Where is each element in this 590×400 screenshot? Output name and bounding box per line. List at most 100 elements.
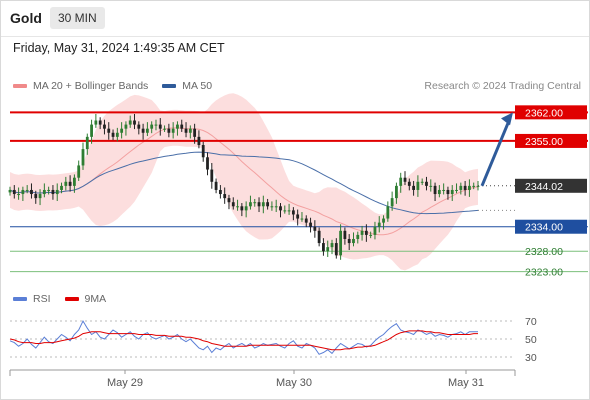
candle-body [287,210,291,212]
candle-body [291,210,295,215]
candle-body [90,124,93,137]
candle-body [120,128,124,133]
ma20-legend-label: MA 20 + Bollinger Bands [33,80,149,92]
candle-body [283,210,287,212]
candle-body [437,189,441,195]
rsi-tick-label: 30 [525,352,537,364]
candle-body [206,157,209,170]
candle-body [322,243,325,252]
candle-body [218,189,222,195]
candle-body [188,128,192,133]
candle-body [266,202,270,207]
rsi-legend: RSI 9MA [13,293,120,305]
rsi-legend-swatch [13,297,27,301]
candle-body [377,222,381,227]
candle-body [395,185,398,199]
candle-body [446,189,450,195]
candle-body [249,202,252,207]
candle-body [476,185,480,187]
candle-body [34,194,38,199]
candle-body [300,218,304,220]
candle-body [231,202,235,207]
level-price-label: 2355.00 [525,136,563,148]
candle-body [167,128,171,133]
candle-body [201,145,205,158]
candle-body [279,206,282,211]
candle-body [21,189,25,195]
candle-body [163,128,166,130]
level-label-bg [515,133,587,148]
candle-body [115,132,119,137]
level-label-bg [515,219,587,234]
candle-body [309,222,312,227]
candle-body [176,124,179,129]
candle-body [214,181,218,190]
candle-body [150,124,154,129]
candle-body [334,243,338,256]
candle-body [236,206,239,208]
candle-body [463,185,467,190]
candle-body [360,230,364,235]
candle-body [416,181,420,190]
candle-body [25,189,29,191]
candle-body [77,165,81,178]
candle-body [425,181,428,186]
candle-body [347,238,351,244]
candle-body [317,230,321,244]
ma50-legend-swatch [162,84,177,88]
candle-body [356,234,360,239]
candle-body [352,238,355,244]
rsi-tick-label: 50 [525,334,537,346]
candle-body [442,189,446,191]
ma9-legend-swatch [64,297,79,301]
candle-body [94,120,98,125]
ma20-legend-swatch [13,84,27,88]
level-price-label: 2362.00 [525,107,563,119]
credit-label: Research © 2024 Trading Central [424,80,581,92]
candle-body [433,185,437,195]
level-price-label: 2323.00 [525,267,563,279]
bollinger-band [10,93,478,271]
candle-body [343,230,347,239]
candle-body [373,226,377,235]
rsi-tick-label: 70 [525,316,537,328]
candle-body [124,124,128,129]
candle-body [274,206,278,208]
candle-body [455,189,458,191]
candle-body [459,185,463,190]
candle-body [38,194,42,199]
candle-body [450,189,454,195]
candle-body [407,181,411,186]
candle-body [429,185,433,187]
ma9-legend-label: 9MA [84,293,107,305]
candle-body [51,189,55,195]
candle-body [210,169,214,182]
candle-body [111,132,115,137]
level-label-bg [515,105,587,120]
candle-body [64,181,68,186]
timeframe-button[interactable]: 30 MIN [50,7,105,29]
rsi-line [9,319,478,355]
current-price-label: 2344.02 [525,181,563,193]
candle-body [85,136,89,150]
candle-body [17,194,20,196]
app-title: Gold [10,10,42,26]
candle-body [154,124,158,126]
candle-body [180,124,184,129]
candle-body [137,124,141,129]
candle-body [145,128,149,133]
candle-body [420,181,424,183]
rsi-legend-label: RSI [33,293,51,305]
candle-body [253,202,257,204]
projection-arrow [480,117,512,187]
level-price-label: 2328.00 [525,246,563,258]
candle-body [60,185,63,190]
candle-body [55,189,59,195]
candle-body [141,128,145,133]
candle-body [158,124,162,129]
main-legend: MA 20 + Bollinger Bands MA 50 [13,80,226,92]
candle-body [12,189,16,195]
candle-body [73,177,76,186]
candle-body [171,128,175,133]
